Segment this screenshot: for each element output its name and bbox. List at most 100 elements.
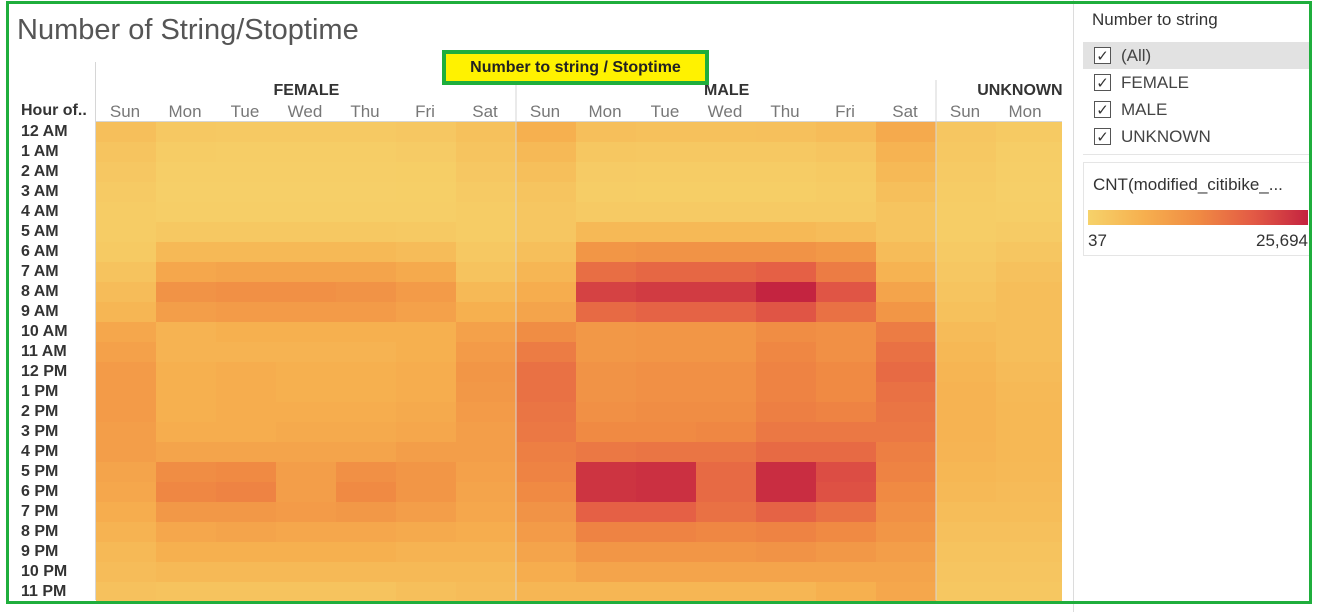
heatmap-cell[interactable]	[876, 402, 936, 422]
heatmap-cell[interactable]	[456, 282, 516, 302]
heatmap-cell[interactable]	[696, 262, 756, 282]
heatmap-cell[interactable]	[936, 322, 996, 342]
heatmap-cell[interactable]	[936, 502, 996, 522]
heatmap-cell[interactable]	[336, 322, 396, 342]
heatmap-cell[interactable]	[576, 442, 636, 462]
heatmap-cell[interactable]	[216, 362, 276, 382]
heatmap-cell[interactable]	[396, 262, 456, 282]
heatmap-cell[interactable]	[696, 362, 756, 382]
heatmap-cell[interactable]	[396, 242, 456, 262]
heatmap-cell[interactable]	[816, 322, 876, 342]
heatmap-cell[interactable]	[816, 162, 876, 182]
heatmap-cell[interactable]	[816, 202, 876, 222]
heatmap-cell[interactable]	[156, 122, 216, 142]
heatmap-cell[interactable]	[276, 402, 336, 422]
heatmap-cell[interactable]	[936, 122, 996, 142]
heatmap-cell[interactable]	[1056, 202, 1075, 222]
heatmap-cell[interactable]	[456, 542, 516, 562]
heatmap-cell[interactable]	[996, 482, 1056, 502]
heatmap-cell[interactable]	[756, 562, 816, 582]
heatmap-cell[interactable]	[516, 122, 576, 142]
heatmap-cell[interactable]	[696, 522, 756, 542]
heatmap-cell[interactable]	[96, 122, 156, 142]
heatmap-cell[interactable]	[576, 462, 636, 482]
heatmap-cell[interactable]	[816, 482, 876, 502]
heatmap-cell[interactable]	[576, 182, 636, 202]
heatmap-cell[interactable]	[156, 202, 216, 222]
heatmap-cell[interactable]	[576, 342, 636, 362]
heatmap-cell[interactable]	[936, 402, 996, 422]
heatmap-cell[interactable]	[276, 302, 336, 322]
heatmap-cell[interactable]	[696, 562, 756, 582]
heatmap-cell[interactable]	[396, 122, 456, 142]
heatmap-cell[interactable]	[816, 462, 876, 482]
heatmap-cell[interactable]	[156, 362, 216, 382]
heatmap-cell[interactable]	[216, 402, 276, 422]
heatmap-cell[interactable]	[696, 202, 756, 222]
heatmap-cell[interactable]	[576, 302, 636, 322]
heatmap-cell[interactable]	[516, 242, 576, 262]
heatmap-cell[interactable]	[636, 142, 696, 162]
heatmap-cell[interactable]	[576, 322, 636, 342]
heatmap-cell[interactable]	[876, 482, 936, 502]
heatmap-cell[interactable]	[216, 282, 276, 302]
heatmap-cell[interactable]	[696, 302, 756, 322]
heatmap-cell[interactable]	[576, 522, 636, 542]
heatmap-cell[interactable]	[876, 202, 936, 222]
heatmap-cell[interactable]	[336, 382, 396, 402]
heatmap-cell[interactable]	[456, 442, 516, 462]
heatmap-cell[interactable]	[456, 142, 516, 162]
heatmap-cell[interactable]	[396, 462, 456, 482]
heatmap-cell[interactable]	[936, 162, 996, 182]
heatmap-cell[interactable]	[1056, 542, 1075, 562]
heatmap-cell[interactable]	[516, 422, 576, 442]
heatmap-cell[interactable]	[876, 182, 936, 202]
heatmap-cell[interactable]	[816, 402, 876, 422]
heatmap-cell[interactable]	[96, 202, 156, 222]
heatmap-cell[interactable]	[996, 242, 1056, 262]
heatmap-cell[interactable]	[876, 122, 936, 142]
heatmap-cell[interactable]	[456, 402, 516, 422]
heatmap-cell[interactable]	[516, 362, 576, 382]
heatmap-cell[interactable]	[756, 142, 816, 162]
heatmap-cell[interactable]	[336, 582, 396, 602]
heatmap-cell[interactable]	[816, 122, 876, 142]
heatmap-cell[interactable]	[1056, 362, 1075, 382]
heatmap-cell[interactable]	[276, 482, 336, 502]
heatmap-cell[interactable]	[636, 202, 696, 222]
heatmap-cell[interactable]	[756, 322, 816, 342]
heatmap-cell[interactable]	[636, 422, 696, 442]
heatmap-cell[interactable]	[1056, 342, 1075, 362]
heatmap-cell[interactable]	[696, 182, 756, 202]
heatmap-cell[interactable]	[96, 382, 156, 402]
heatmap-cell[interactable]	[216, 322, 276, 342]
heatmap-cell[interactable]	[516, 502, 576, 522]
heatmap-cell[interactable]	[396, 542, 456, 562]
heatmap-cell[interactable]	[276, 122, 336, 142]
heatmap-cell[interactable]	[1056, 182, 1075, 202]
heatmap-cell[interactable]	[336, 302, 396, 322]
heatmap-cell[interactable]	[96, 422, 156, 442]
heatmap-cell[interactable]	[456, 382, 516, 402]
heatmap-cell[interactable]	[276, 542, 336, 562]
heatmap-cell[interactable]	[1056, 442, 1075, 462]
heatmap-cell[interactable]	[216, 382, 276, 402]
heatmap-cell[interactable]	[396, 202, 456, 222]
heatmap-cell[interactable]	[336, 502, 396, 522]
heatmap-cell[interactable]	[96, 342, 156, 362]
heatmap-cell[interactable]	[276, 502, 336, 522]
heatmap-cell[interactable]	[396, 282, 456, 302]
heatmap-cell[interactable]	[876, 442, 936, 462]
heatmap-cell[interactable]	[936, 482, 996, 502]
heatmap-cell[interactable]	[216, 182, 276, 202]
heatmap-cell[interactable]	[156, 182, 216, 202]
heatmap-cell[interactable]	[156, 442, 216, 462]
heatmap-cell[interactable]	[936, 442, 996, 462]
heatmap-cell[interactable]	[1056, 422, 1075, 442]
heatmap-cell[interactable]	[756, 502, 816, 522]
heatmap-cell[interactable]	[936, 142, 996, 162]
heatmap-cell[interactable]	[276, 222, 336, 242]
heatmap-cell[interactable]	[576, 382, 636, 402]
heatmap-cell[interactable]	[156, 542, 216, 562]
heatmap-cell[interactable]	[336, 162, 396, 182]
